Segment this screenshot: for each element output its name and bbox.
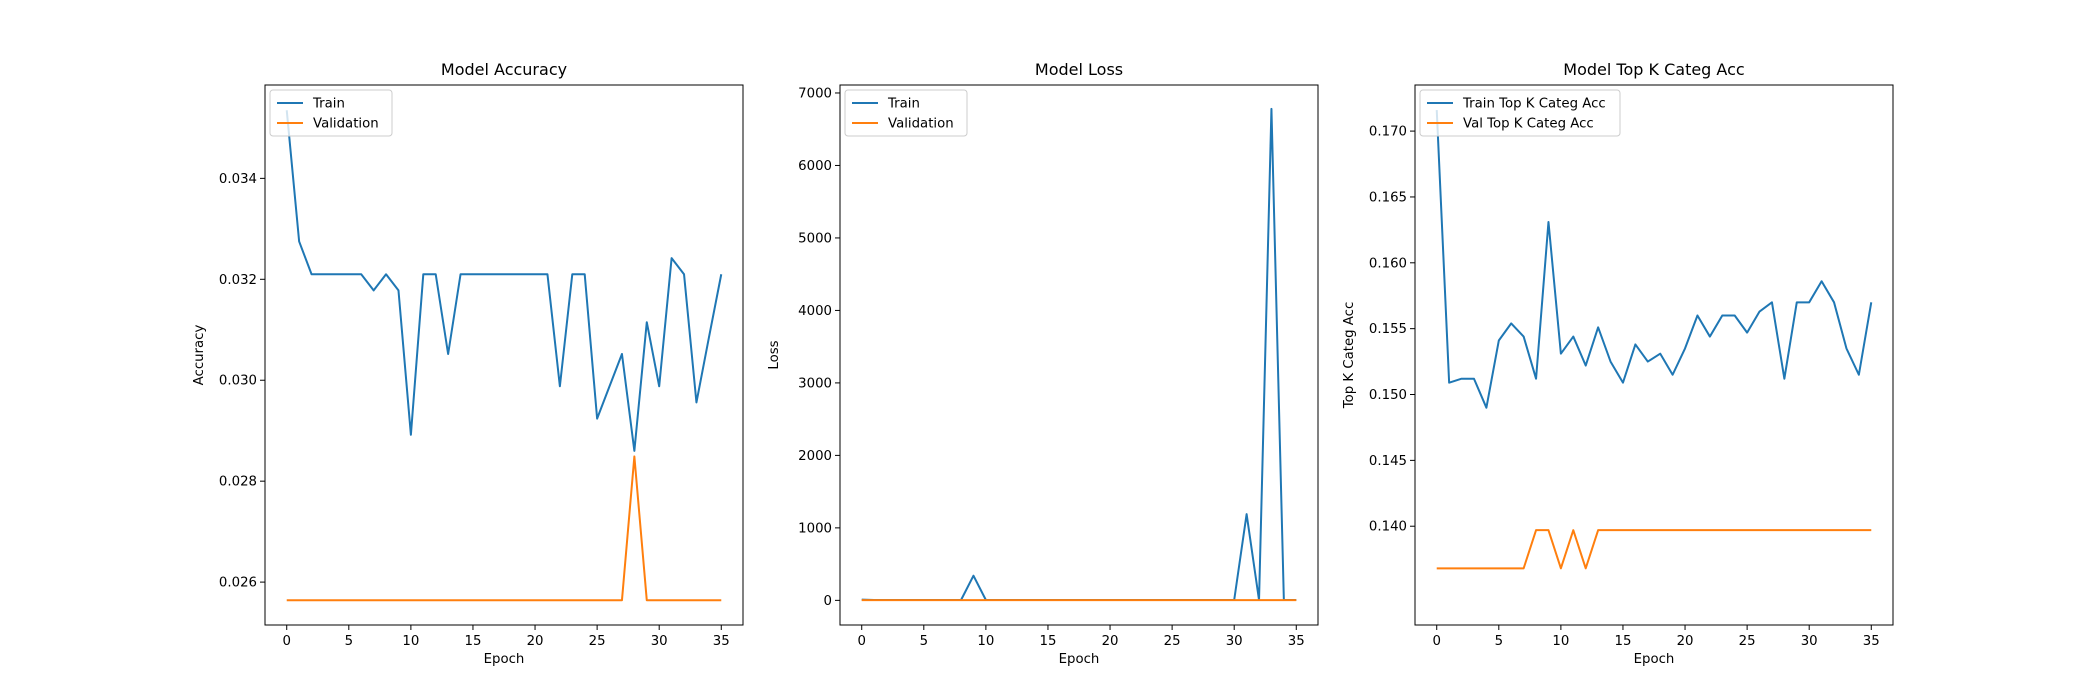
x-tick-label: 20	[1677, 634, 1694, 649]
series-line-1	[286, 455, 722, 602]
y-tick-label: 4000	[798, 304, 832, 319]
y-tick-label: 0.150	[1369, 388, 1407, 403]
x-tick-label: 30	[1801, 634, 1818, 649]
series-line-0	[285, 110, 723, 452]
legend-label: Val Top K Categ Acc	[1463, 117, 1594, 132]
x-tick-label: 35	[713, 634, 730, 649]
y-tick-label: 0.170	[1369, 125, 1407, 140]
y-tick-label: 0.145	[1369, 454, 1407, 469]
x-axis-label: Epoch	[1634, 652, 1675, 667]
plot-frame	[839, 84, 1319, 626]
y-tick-label: 0.140	[1369, 520, 1407, 535]
legend-box	[844, 89, 968, 137]
chart-title: Model Top K Categ Acc	[1563, 60, 1744, 79]
x-axis-label: Epoch	[1059, 652, 1100, 667]
legend-label: Validation	[888, 117, 954, 132]
chart-panel-0: Model Accuracy 0 5 10 15 20 25 30 35 0.026 0.028 0.…	[192, 60, 744, 667]
x-tick-label: 15	[465, 634, 482, 649]
y-tick-label: 0.028	[219, 475, 257, 490]
legend-box	[1419, 89, 1621, 137]
y-tick-label: 0.165	[1369, 190, 1407, 205]
y-tick-label: 0.155	[1369, 322, 1407, 337]
x-tick-label: 0	[282, 634, 290, 649]
legend-label: Train Top K Categ Acc	[1462, 97, 1606, 112]
y-tick-label: 0.160	[1369, 256, 1407, 271]
x-tick-label: 15	[1615, 634, 1632, 649]
x-tick-label: 30	[1226, 634, 1243, 649]
x-tick-label: 30	[651, 634, 668, 649]
chart-panel-1: Model Loss 0 5 10 15 20 25 30 35 0 1000 2000 3000 400…	[767, 60, 1319, 667]
x-tick-label: 25	[1164, 634, 1181, 649]
x-axis-label: Epoch	[484, 652, 525, 667]
legend: Train Validation	[844, 89, 968, 137]
y-tick-label: 1000	[798, 521, 832, 536]
x-tick-label: 20	[527, 634, 544, 649]
y-tick-label: 0.026	[219, 576, 257, 591]
x-tick-label: 0	[857, 634, 865, 649]
legend-label: Train	[887, 97, 920, 112]
x-tick-label: 5	[1495, 634, 1503, 649]
legend-label: Train	[312, 97, 345, 112]
chart-title: Model Loss	[1035, 60, 1123, 79]
series-line-0	[1435, 109, 1873, 409]
y-tick-label: 0.034	[219, 172, 257, 187]
chart-panel-2: Model Top K Categ Acc 0 5 10 15 20 25 30 35 0.140…	[1342, 60, 1894, 667]
chart-title: Model Accuracy	[441, 60, 567, 79]
legend: Train Validation	[269, 89, 393, 137]
y-tick-label: 2000	[798, 449, 832, 464]
y-tick-label: 3000	[798, 376, 832, 391]
x-tick-label: 5	[920, 634, 928, 649]
y-tick-label: 5000	[798, 231, 832, 246]
y-axis-label: Accuracy	[192, 325, 207, 386]
series-line-1	[1436, 529, 1872, 570]
x-tick-label: 20	[1102, 634, 1119, 649]
x-tick-label: 5	[345, 634, 353, 649]
x-tick-label: 10	[402, 634, 419, 649]
legend-box	[269, 89, 393, 137]
legend: Train Top K Categ Acc Val Top K Categ Acc	[1419, 89, 1621, 137]
y-tick-label: 0.032	[219, 273, 257, 288]
x-tick-label: 0	[1432, 634, 1440, 649]
y-tick-label: 0	[824, 594, 832, 609]
y-tick-label: 7000	[798, 86, 832, 101]
plot-frame	[264, 84, 744, 626]
x-tick-label: 35	[1288, 634, 1305, 649]
x-tick-label: 35	[1863, 634, 1880, 649]
x-tick-label: 25	[589, 634, 606, 649]
x-tick-label: 25	[1739, 634, 1756, 649]
y-tick-label: 6000	[798, 159, 832, 174]
y-tick-label: 0.030	[219, 374, 257, 389]
y-axis-label: Loss	[767, 340, 782, 369]
x-tick-label: 15	[1040, 634, 1057, 649]
legend-label: Validation	[313, 117, 379, 132]
x-tick-label: 10	[1552, 634, 1569, 649]
x-tick-label: 10	[977, 634, 994, 649]
plot-frame	[1414, 84, 1894, 626]
y-axis-label: Top K Categ Acc	[1342, 302, 1357, 410]
